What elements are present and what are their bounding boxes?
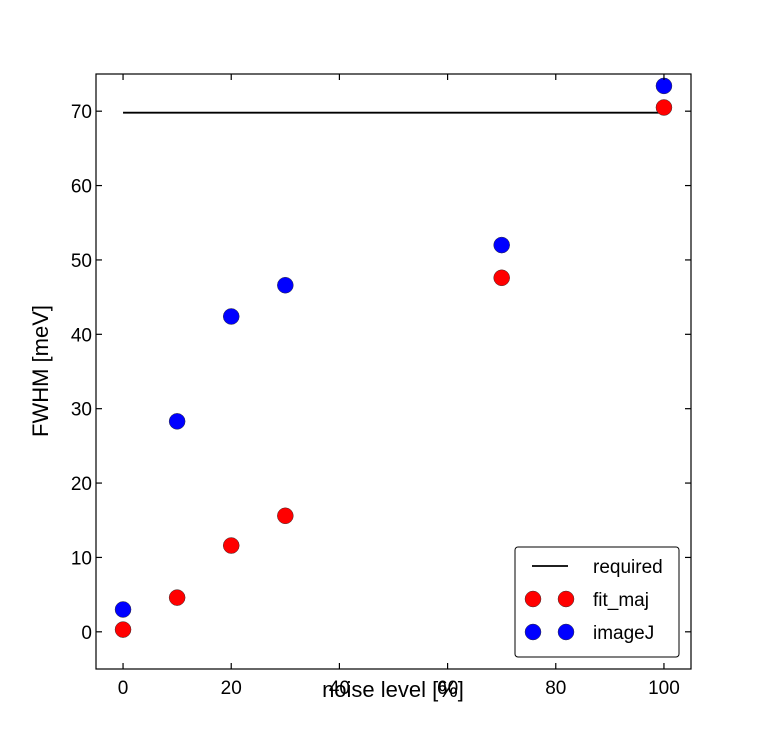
data-point [655,99,673,116]
y-tick-label: 70 [71,102,92,123]
series-imageJ [114,77,673,618]
legend-item-required: required [532,557,663,578]
legend-label: imageJ [593,623,654,644]
legend-item-imageJ: imageJ [524,623,654,644]
data-point [277,507,294,525]
axes: 0 20 40 60 80 100 0 10 20 30 40 50 60 70 [71,73,692,699]
x-tick-label: 60 [437,678,458,699]
plot-frame [95,73,692,670]
legend-label: required [593,557,663,578]
x-tick-label: 100 [648,678,680,699]
data-point [493,236,510,254]
y-axis-label: FWHM [meV] [28,305,53,437]
y-tick-label: 60 [71,177,92,198]
data-point [277,276,294,294]
x-tick-label: 20 [221,678,242,699]
x-axis-label: noise level [%] [322,677,464,702]
data-point [655,77,673,95]
legend-marker-icon [524,623,542,641]
data-point [222,308,240,325]
y-tick-label: 30 [71,400,92,421]
x-tick-label: 40 [329,678,350,699]
legend-item-fit-maj: fit_maj [524,590,649,611]
x-tick-label: 80 [545,678,566,699]
data-point [493,269,510,287]
legend-label: fit_maj [593,590,649,611]
data-point [168,589,186,606]
y-tick-label: 20 [71,474,92,495]
y-tick-label: 40 [71,325,92,346]
data-point [168,413,186,430]
y-tick-label: 50 [71,251,92,272]
data-point [114,601,132,618]
series-layer [114,77,673,638]
x-tick-label: 0 [118,678,129,699]
legend: required fit_maj imageJ [514,546,680,658]
legend-marker-icon [557,623,575,641]
data-point [114,621,132,638]
y-tick-label: 10 [71,548,92,569]
y-tick-label: 0 [81,623,92,644]
legend-marker-icon [524,590,542,608]
data-point [222,537,240,554]
legend-marker-icon [557,590,575,608]
legend-box [514,546,680,658]
series-fit-maj [114,99,673,638]
